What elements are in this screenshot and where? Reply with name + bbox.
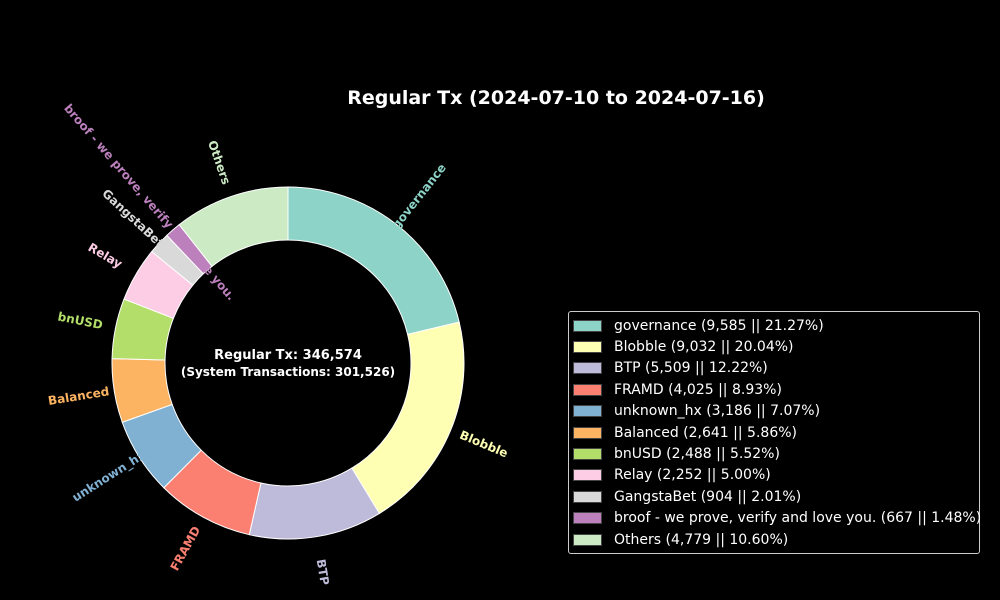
slice-governance bbox=[287, 186, 460, 336]
legend-label: bnUSD (2,488 || 5.52%) bbox=[614, 446, 780, 463]
slice-blobble bbox=[351, 321, 465, 515]
legend-swatch bbox=[573, 469, 602, 482]
legend-label: Relay (2,252 || 5.00%) bbox=[614, 467, 771, 484]
legend-label: GangstaBet (904 || 2.01%) bbox=[614, 488, 802, 505]
chart-title: Regular Tx (2024-07-10 to 2024-07-16) bbox=[347, 87, 765, 109]
legend-label: FRAMD (4,025 || 8.93%) bbox=[614, 381, 782, 398]
chart-legend: governance (9,585 || 21.27%) Blobble (9,0… bbox=[568, 311, 982, 555]
legend-item: Blobble (9,032 || 20.04%) bbox=[569, 336, 979, 357]
slice-label-governance: governance bbox=[389, 161, 449, 232]
center-subtext-label: (System Transactions: 301,526) bbox=[181, 365, 395, 379]
legend-label: governance (9,585 || 21.27%) bbox=[614, 317, 824, 334]
legend-swatch bbox=[573, 405, 602, 418]
legend-label: Blobble (9,032 || 20.04%) bbox=[614, 339, 794, 356]
legend-label: Others (4,779 || 10.60%) bbox=[614, 531, 789, 548]
legend-swatch bbox=[573, 319, 602, 332]
legend-swatch bbox=[573, 426, 602, 439]
donut-slices bbox=[111, 186, 465, 540]
legend-item: governance (9,585 || 21.27%) bbox=[569, 315, 979, 336]
slice-label-btp: BTP bbox=[314, 558, 332, 586]
legend-item: Relay (2,252 || 5.00%) bbox=[569, 465, 979, 486]
slice-label-framd: FRAMD bbox=[168, 524, 204, 573]
legend-swatch bbox=[573, 448, 602, 461]
legend-swatch bbox=[573, 512, 602, 525]
legend-item: Others (4,779 || 10.60%) bbox=[569, 529, 979, 550]
slice-label-balanced: Balanced bbox=[47, 384, 110, 408]
legend-swatch bbox=[573, 533, 602, 546]
legend-swatch bbox=[573, 383, 602, 396]
slice-others bbox=[178, 186, 289, 268]
slice-label-blobble: Blobble bbox=[458, 428, 510, 461]
center-total-label: Regular Tx: 346,574 bbox=[214, 348, 362, 363]
legend-item: broof - we prove, verify and love you. (… bbox=[569, 508, 982, 529]
slice-label-unknown-hx: unknown_hx bbox=[70, 448, 149, 506]
legend-item: GangstaBet (904 || 2.01%) bbox=[569, 486, 979, 507]
legend-item: Balanced (2,641 || 5.86%) bbox=[569, 422, 979, 443]
legend-swatch bbox=[573, 341, 602, 354]
legend-swatch bbox=[573, 490, 602, 503]
legend-item: BTP (5,509 || 12.22%) bbox=[569, 358, 979, 379]
slice-label-others: Others bbox=[205, 139, 233, 187]
legend-label: broof - we prove, verify and love you. (… bbox=[614, 510, 982, 527]
legend-label: unknown_hx (3,186 || 7.07%) bbox=[614, 403, 821, 420]
legend-item: bnUSD (2,488 || 5.52%) bbox=[569, 443, 979, 464]
legend-item: FRAMD (4,025 || 8.93%) bbox=[569, 379, 979, 400]
legend-item: unknown_hx (3,186 || 7.07%) bbox=[569, 401, 979, 422]
legend-label: BTP (5,509 || 12.22%) bbox=[614, 360, 768, 377]
legend-label: Balanced (2,641 || 5.86%) bbox=[614, 424, 797, 441]
slice-label-relay: Relay bbox=[86, 240, 125, 271]
slice-label-bnusd: bnUSD bbox=[57, 309, 104, 332]
legend-swatch bbox=[573, 362, 602, 375]
